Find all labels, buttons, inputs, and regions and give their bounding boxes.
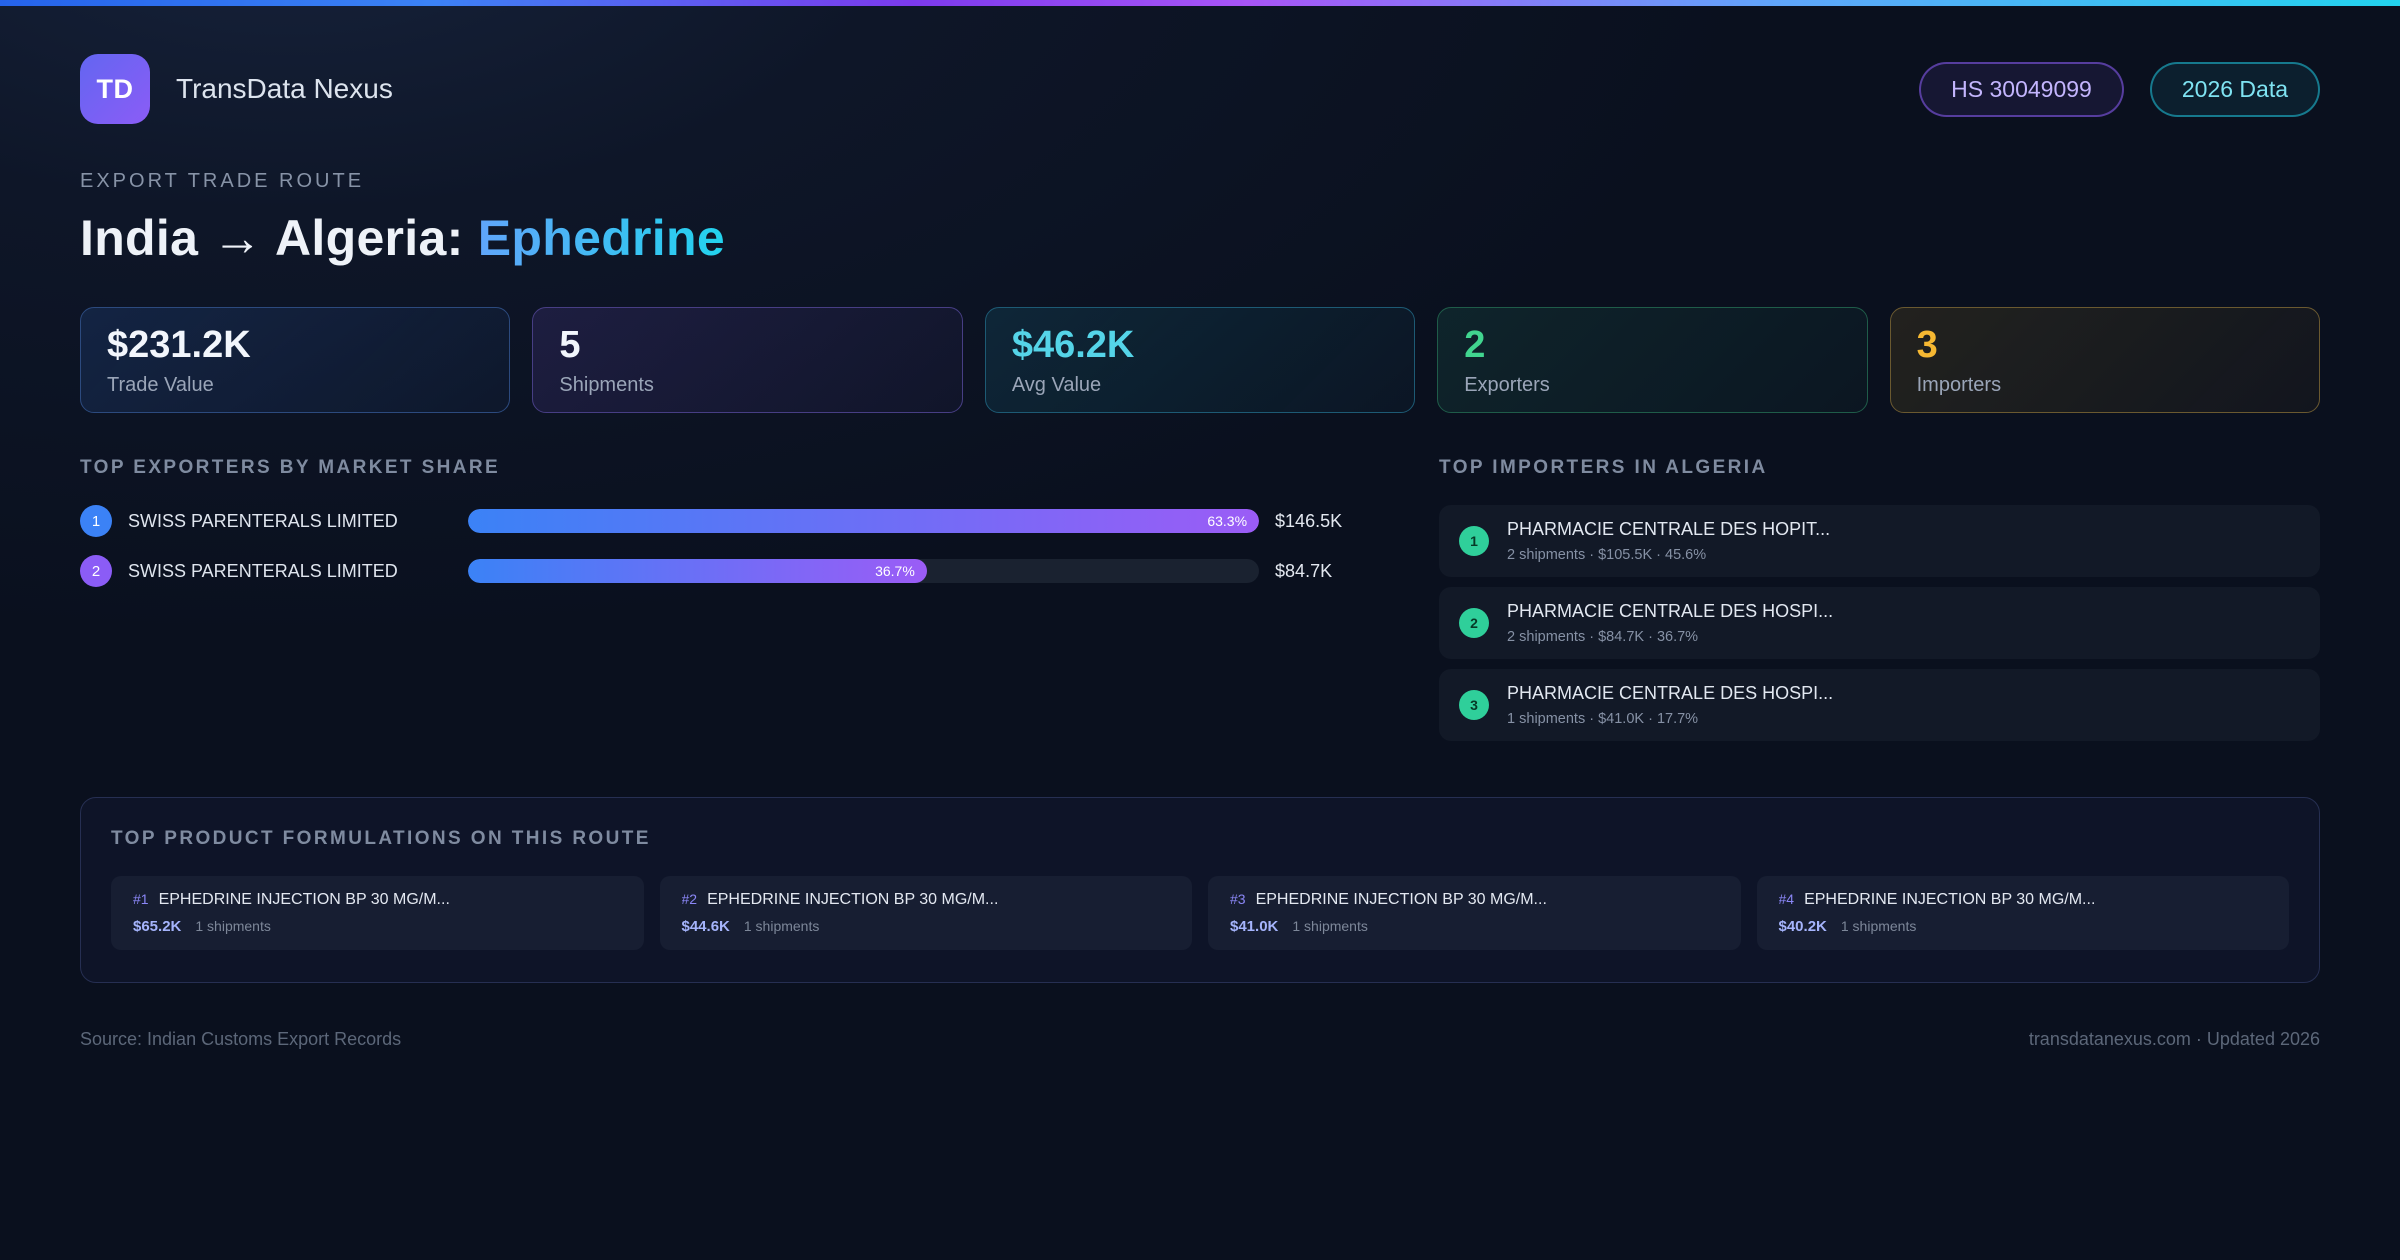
- top-accent-bar: [0, 0, 2400, 6]
- page: TD TransData Nexus HS 30049099 2026 Data…: [0, 6, 2400, 1090]
- product-shipments: 1 shipments: [743, 918, 820, 934]
- importer-info: PHARMACIE CENTRALE DES HOSPI... 2 shipme…: [1507, 601, 1833, 645]
- product-title-line: #2 EPHEDRINE INJECTION BP 30 MG/M...: [682, 891, 1171, 909]
- importer-list-item: 2 PHARMACIE CENTRALE DES HOSPI... 2 ship…: [1439, 587, 2320, 659]
- page-title: India → Algeria: Ephedrine: [80, 209, 2320, 267]
- product-rank: #2: [681, 891, 698, 907]
- products-section-title: TOP PRODUCT FORMULATIONS ON THIS ROUTE: [111, 828, 651, 849]
- product-value: $44.6K: [681, 918, 730, 935]
- importers-section: TOP IMPORTERS IN ALGERIA 1 PHARMACIE CEN…: [1439, 457, 2320, 751]
- stat-value: 3: [1916, 323, 1938, 366]
- footer: Source: Indian Customs Export Records tr…: [80, 1029, 2320, 1090]
- product-card: #4 EPHEDRINE INJECTION BP 30 MG/M... $40…: [1756, 876, 2289, 950]
- product-rank: #1: [133, 891, 149, 907]
- product-cards-row: #1 EPHEDRINE INJECTION BP 30 MG/M... $65…: [111, 876, 2289, 950]
- product-card: #3 EPHEDRINE INJECTION BP 30 MG/M... $41…: [1208, 876, 1741, 950]
- products-panel: TOP PRODUCT FORMULATIONS ON THIS ROUTE #…: [80, 797, 2320, 983]
- stat-label: Avg Value: [1011, 373, 1102, 396]
- stat-value: $231.2K: [107, 323, 251, 366]
- stat-card-shipments: 5 Shipments: [532, 307, 963, 413]
- importer-meta: 2 shipments · $105.5K · 45.6%: [1507, 547, 1707, 563]
- importer-name: PHARMACIE CENTRALE DES HOPIT...: [1507, 519, 1831, 539]
- importer-meta: 1 shipments · $41.0K · 17.7%: [1507, 711, 1699, 727]
- product-title-line: #4 EPHEDRINE INJECTION BP 30 MG/M...: [1779, 891, 2268, 909]
- rank-badge: 2: [80, 555, 112, 587]
- product-title-line: #1 EPHEDRINE INJECTION BP 30 MG/M...: [133, 891, 622, 909]
- product-shipments: 1 shipments: [1292, 918, 1368, 934]
- rank-badge: 1: [80, 505, 112, 537]
- product-shipments: 1 shipments: [195, 918, 271, 934]
- exporter-row: 2 SWISS PARENTERALS LIMITED 36.7% $84.7K: [80, 555, 1375, 587]
- product-title: Ephedrine: [477, 210, 725, 266]
- stat-card-avg-value: $46.2K Avg Value: [984, 307, 1416, 413]
- importers-section-title: TOP IMPORTERS IN ALGERIA: [1439, 457, 1768, 478]
- market-share-bar-track: 63.3%: [468, 509, 1260, 533]
- footer-source: Source: Indian Customs Export Records: [80, 1029, 402, 1049]
- product-shipments: 1 shipments: [1840, 918, 1917, 934]
- rank-badge: 2: [1459, 608, 1490, 638]
- stat-value: 5: [559, 323, 581, 366]
- product-name: EPHEDRINE INJECTION BP 30 MG/M...: [158, 891, 450, 908]
- market-share-bar-track: 36.7%: [468, 559, 1260, 583]
- exporter-row: 1 SWISS PARENTERALS LIMITED 63.3% $146.5…: [80, 505, 1375, 537]
- exporters-section-title: TOP EXPORTERS BY MARKET SHARE: [80, 457, 501, 478]
- importer-name: PHARMACIE CENTRALE DES HOSPI...: [1507, 601, 1834, 621]
- header-badges: HS 30049099 2026 Data: [1919, 61, 2320, 117]
- columns: TOP EXPORTERS BY MARKET SHARE 1 SWISS PA…: [80, 457, 2320, 751]
- importer-list-item: 1 PHARMACIE CENTRALE DES HOPIT... 2 ship…: [1439, 505, 2320, 577]
- importer-info: PHARMACIE CENTRALE DES HOSPI... 1 shipme…: [1507, 683, 1833, 727]
- product-meta-line: $40.2K 1 shipments: [1779, 918, 2268, 935]
- product-meta-line: $65.2K 1 shipments: [133, 918, 622, 935]
- product-title-line: #3 EPHEDRINE INJECTION BP 30 MG/M...: [1230, 891, 1719, 909]
- stat-label: Shipments: [559, 373, 654, 396]
- importer-list-item: 3 PHARMACIE CENTRALE DES HOSPI... 1 ship…: [1439, 669, 2320, 741]
- market-share-bar-fill: 36.7%: [468, 559, 927, 583]
- data-year-badge[interactable]: 2026 Data: [2149, 61, 2320, 117]
- rank-badge: 1: [1459, 526, 1490, 556]
- stat-card-importers: 3 Importers: [1889, 307, 2321, 413]
- footer-site: transdatanexus.com · Updated 2026: [2028, 1029, 2320, 1049]
- importer-info: PHARMACIE CENTRALE DES HOPIT... 2 shipme…: [1507, 519, 1830, 563]
- exporters-section: TOP EXPORTERS BY MARKET SHARE 1 SWISS PA…: [80, 457, 1375, 605]
- importer-meta: 2 shipments · $84.7K · 36.7%: [1507, 629, 1699, 645]
- stat-card-trade-value: $231.2K Trade Value: [80, 307, 511, 413]
- stat-cards-row: $231.2K Trade Value 5 Shipments $46.2K A…: [80, 307, 2321, 413]
- stat-value: $46.2K: [1011, 323, 1135, 366]
- page-eyebrow: EXPORT TRADE ROUTE: [80, 170, 365, 192]
- stat-label: Trade Value: [107, 373, 214, 396]
- route-title: India → Algeria:: [80, 210, 464, 266]
- hs-code-badge[interactable]: HS 30049099: [1919, 61, 2124, 117]
- market-share-bar-fill: 63.3%: [468, 509, 1260, 533]
- product-rank: #3: [1230, 891, 1246, 907]
- product-meta-line: $44.6K 1 shipments: [682, 918, 1171, 935]
- product-name: EPHEDRINE INJECTION BP 30 MG/M...: [707, 891, 999, 908]
- product-card: #1 EPHEDRINE INJECTION BP 30 MG/M... $65…: [111, 876, 644, 950]
- rank-badge: 3: [1459, 690, 1490, 720]
- product-value: $40.2K: [1778, 918, 1827, 935]
- product-value: $41.0K: [1230, 918, 1279, 935]
- header: TD TransData Nexus HS 30049099 2026 Data: [80, 54, 2320, 124]
- exporter-name: SWISS PARENTERALS LIMITED: [128, 560, 398, 581]
- product-card: #2 EPHEDRINE INJECTION BP 30 MG/M... $44…: [659, 876, 1192, 950]
- app-name: TransData Nexus: [176, 73, 393, 104]
- product-meta-line: $41.0K 1 shipments: [1230, 918, 1719, 935]
- stat-value: 2: [1464, 323, 1486, 366]
- product-name: EPHEDRINE INJECTION BP 30 MG/M...: [1255, 891, 1547, 908]
- product-rank: #4: [1778, 891, 1795, 907]
- stat-card-exporters: 2 Exporters: [1437, 307, 1868, 413]
- product-value: $65.2K: [133, 918, 182, 935]
- product-name: EPHEDRINE INJECTION BP 30 MG/M...: [1804, 891, 2096, 908]
- exporter-value: $146.5K: [1275, 510, 1343, 531]
- exporter-name: SWISS PARENTERALS LIMITED: [128, 510, 398, 531]
- importer-name: PHARMACIE CENTRALE DES HOSPI...: [1507, 683, 1834, 703]
- app-logo: TD: [80, 54, 150, 124]
- stat-label: Exporters: [1464, 373, 1550, 396]
- exporter-value: $84.7K: [1275, 560, 1333, 581]
- stat-label: Importers: [1916, 373, 2002, 396]
